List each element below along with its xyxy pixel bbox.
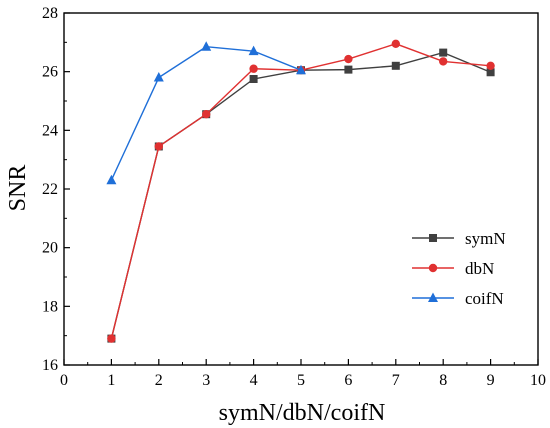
y-tick-label: 26 (42, 64, 58, 81)
x-tick-label: 6 (344, 372, 352, 389)
data-point-dbN (344, 54, 353, 64)
y-tick-label: 18 (42, 298, 58, 315)
data-point-symN (486, 68, 495, 77)
legend-marker (428, 263, 438, 273)
data-point-symN (249, 75, 258, 83)
y-tick-label: 16 (42, 357, 58, 374)
legend-label: dbN (465, 259, 494, 278)
legend-item-dbN: dbN (412, 259, 494, 278)
x-tick-label: 8 (439, 372, 447, 389)
data-point-dbN (439, 57, 448, 66)
series-layer (106, 39, 495, 343)
legend-item-coifN: coifN (412, 289, 504, 308)
x-tick-label: 1 (107, 372, 115, 389)
data-point-coifN (248, 45, 259, 56)
legend: symN dbN coifN (412, 229, 506, 308)
x-tick-label: 4 (250, 372, 258, 389)
x-tick-label: 2 (155, 372, 163, 389)
data-point-dbN (202, 110, 211, 119)
data-point-dbN (107, 334, 116, 343)
y-tick-label: 22 (42, 181, 58, 198)
legend-marker (429, 234, 437, 242)
x-tick-label: 0 (60, 372, 68, 389)
x-axis-label: symN/dbN/coifN (219, 400, 386, 426)
y-tick-label: 28 (42, 5, 58, 22)
data-point-coifN (201, 41, 212, 51)
data-point-coifN (296, 64, 306, 75)
x-tick-label: 7 (392, 372, 400, 389)
data-point-symN (439, 48, 448, 57)
legend-item-symN: symN (412, 229, 506, 248)
x-tick-label: 10 (530, 372, 546, 389)
legend-label: symN (465, 229, 506, 248)
data-point-coifN (153, 72, 164, 82)
series-coifN (106, 41, 306, 185)
x-axis-ticks: 0 1 2 3 4 5 6 7 8 9 10 (60, 359, 546, 389)
x-tick-label: 9 (487, 372, 495, 389)
data-point-dbN (154, 142, 163, 151)
y-axis-ticks: 16 18 20 22 24 26 28 (42, 5, 70, 374)
data-point-dbN (391, 39, 400, 48)
x-tick-label: 3 (202, 372, 210, 389)
legend-marker (428, 292, 438, 302)
y-tick-label: 24 (42, 122, 58, 139)
y-tick-label: 20 (42, 240, 58, 257)
data-point-coifN (106, 174, 117, 185)
data-point-symN (391, 61, 400, 70)
data-point-dbN (486, 61, 495, 70)
data-point-symN (344, 65, 353, 74)
y-axis-label: SNR (5, 165, 31, 212)
x-tick-label: 5 (297, 372, 305, 389)
data-point-dbN (249, 64, 258, 73)
legend-label: coifN (465, 289, 504, 308)
